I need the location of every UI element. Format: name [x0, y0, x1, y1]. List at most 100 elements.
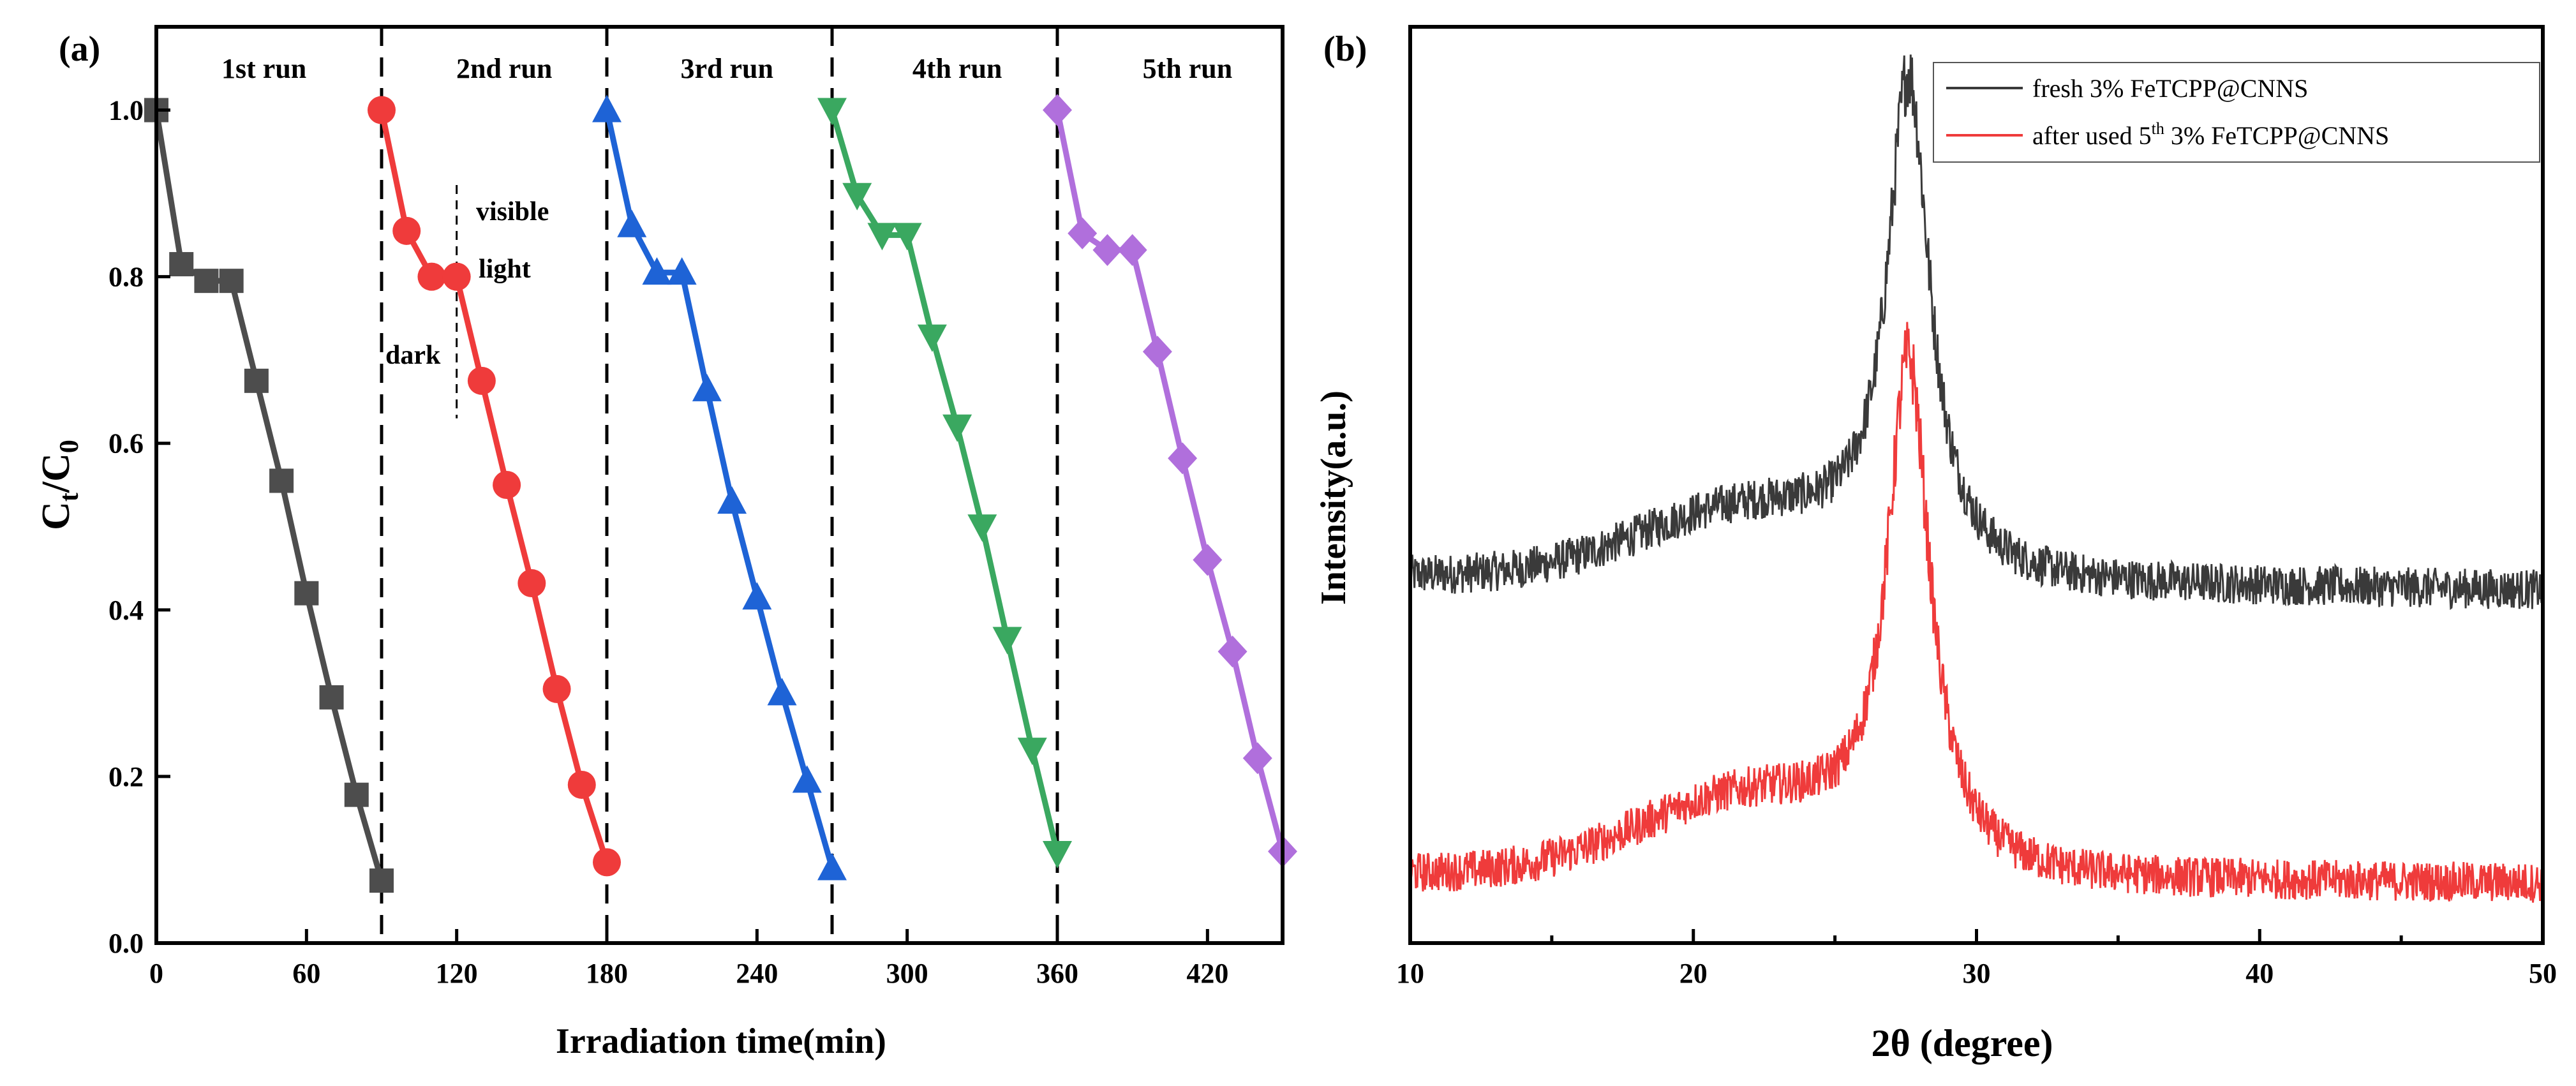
data-point — [417, 262, 446, 291]
y-title-c: C — [34, 502, 78, 530]
data-point — [967, 514, 997, 542]
data-point — [1043, 841, 1072, 869]
data-point — [1168, 442, 1198, 475]
data-point — [817, 852, 847, 881]
data-point — [294, 581, 319, 606]
panel-a-label: (a) — [59, 29, 100, 69]
legend-label-fresh: fresh 3% FeTCPP@CNNS — [2032, 74, 2308, 103]
x-tick-label: 50 — [2529, 958, 2557, 989]
series-2 — [368, 96, 621, 877]
x-tick-label: 0 — [149, 958, 163, 989]
panel-a-dividers — [380, 27, 1059, 943]
y-tick-label: 1.0 — [108, 95, 144, 126]
xrd-pattern-2 — [1409, 322, 2544, 903]
x-tick-label: 240 — [736, 958, 778, 989]
data-point — [817, 98, 847, 126]
run-label: 3rd run — [681, 53, 773, 84]
panel-b-axes — [1408, 25, 2545, 945]
panel-a-series — [144, 94, 1297, 893]
data-point — [244, 368, 269, 393]
data-point — [892, 223, 922, 251]
data-point — [1117, 234, 1147, 266]
series-1 — [144, 98, 394, 893]
y-title-sub-t: t — [55, 493, 84, 502]
legend-used-pre: after used 5 — [2032, 121, 2152, 150]
data-point — [942, 414, 972, 442]
data-point — [1068, 217, 1098, 249]
data-point — [269, 468, 294, 493]
plot-frame — [154, 25, 1284, 945]
data-point — [1043, 94, 1072, 126]
data-point — [667, 257, 697, 285]
data-point — [592, 94, 622, 123]
legend-box — [1933, 62, 2540, 163]
data-point — [1092, 234, 1122, 266]
x-tick-label: 40 — [2245, 958, 2274, 989]
series-line — [378, 109, 610, 863]
y-tick-label: 0.8 — [108, 262, 144, 293]
series-line — [604, 109, 835, 869]
x-tick-label: 20 — [1679, 958, 1708, 989]
data-point — [517, 569, 546, 598]
data-point — [792, 765, 822, 793]
data-point — [194, 269, 219, 294]
data-point — [392, 216, 421, 245]
annotation-visible: visible — [476, 197, 549, 227]
run-label: 4th run — [912, 53, 1002, 84]
data-point — [467, 366, 496, 395]
series-3 — [592, 94, 847, 881]
data-point — [767, 678, 797, 706]
x-tick-label: 300 — [886, 958, 928, 989]
data-point — [717, 486, 747, 514]
data-point — [1217, 636, 1247, 668]
data-point — [219, 269, 244, 294]
x-tick-label: 30 — [1963, 958, 1991, 989]
data-point — [567, 770, 596, 799]
y-title-sub-0: 0 — [55, 440, 84, 453]
legend-used-sup: th — [2152, 119, 2164, 138]
panel-b-x-axis-title: 2θ (degree) — [1871, 1022, 2053, 1064]
panel-b-label: (b) — [1323, 29, 1367, 69]
data-point — [692, 373, 722, 401]
series-line — [153, 109, 385, 882]
panel-a: (a) 0 60 120 180 240 300 360 420 0.0 0.2 0.4 0.6 0.8… — [34, 25, 1297, 1061]
series-line — [829, 109, 1061, 854]
data-point — [368, 96, 396, 124]
data-point — [344, 782, 369, 807]
data-point — [867, 223, 897, 251]
svg-text:Ct/C0: Ct/C0 — [34, 440, 84, 530]
xrd-pattern-1 — [1409, 54, 2544, 610]
data-point — [642, 257, 672, 285]
data-point — [1193, 544, 1223, 576]
run-label: 5th run — [1143, 53, 1233, 84]
data-point — [442, 262, 471, 291]
data-point — [169, 252, 194, 277]
data-point — [617, 209, 647, 237]
series-4 — [817, 98, 1072, 869]
y-title-sep: /C — [34, 453, 78, 493]
panel-a-y-axis-title: Ct/C0 — [34, 440, 84, 530]
y-tick-label: 0.2 — [108, 761, 144, 792]
annotation-dark: dark — [385, 341, 441, 370]
legend-label-used: after used 5th 3% FeTCPP@CNNS — [2032, 119, 2389, 150]
x-tick-label: 60 — [292, 958, 320, 989]
series-5 — [1043, 94, 1297, 868]
panel-b-y-axis-title: Intensity(a.u.) — [1314, 391, 1353, 605]
data-point — [542, 674, 571, 703]
panel-b-ticks: 10 20 30 40 50 — [1396, 958, 2557, 989]
data-point — [1142, 336, 1172, 368]
data-point — [1017, 738, 1047, 766]
x-tick-label: 180 — [586, 958, 628, 989]
run-label: 2nd run — [456, 53, 552, 84]
y-tick-label: 0.4 — [108, 595, 144, 626]
panel-a-x-axis-title: Irradiation time(min) — [556, 1022, 886, 1061]
annotation-light: light — [479, 255, 531, 284]
data-point — [493, 471, 521, 499]
legend-used-post: 3% FeTCPP@CNNS — [2164, 121, 2389, 150]
data-point — [1242, 742, 1272, 775]
x-tick-label: 360 — [1036, 958, 1078, 989]
data-point — [992, 627, 1022, 655]
data-point — [369, 868, 394, 893]
x-tick-label: 120 — [436, 958, 478, 989]
x-tick-label: 10 — [1396, 958, 1424, 989]
